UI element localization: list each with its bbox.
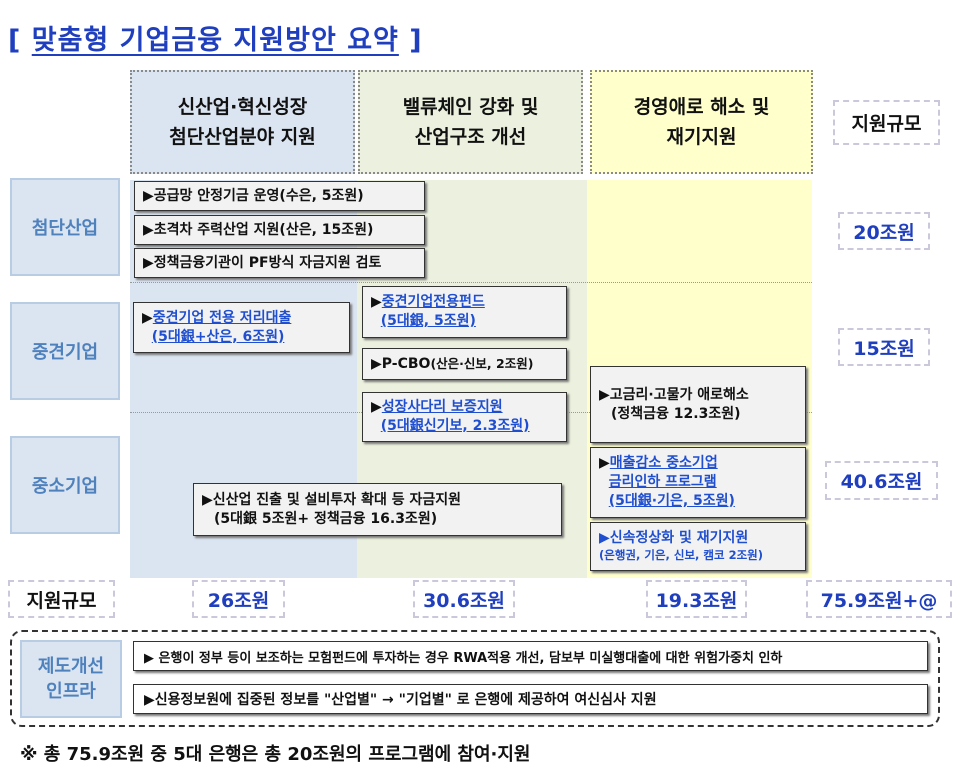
column-total-2: 30.6조원	[413, 580, 515, 618]
column-total-3: 19.3조원	[646, 580, 747, 618]
footnote: ※ 총 75.9조원 중 5대 은행은 총 20조원의 프로그램에 참여·지원	[20, 744, 531, 765]
program-link[interactable]: 성장사다리 보증지원	[381, 399, 503, 416]
title-text: 맞춤형 기업금융 지원방안 요약	[31, 25, 399, 56]
program-link[interactable]: (5대銀신기보, 2.3조원)	[380, 418, 530, 434]
program-box: ▶공급망 안정기금 운영(수은, 5조원)	[134, 181, 425, 211]
row-label-midsize: 중견기업	[10, 302, 120, 400]
program-box: ▶신속정상화 및 재기지원 (은행권, 기은, 신보, 캠코 2조원)	[590, 522, 806, 571]
bracket-open: [	[8, 25, 22, 56]
column-total-1: 26조원	[192, 580, 285, 618]
infra-item: ▶ 은행이 정부 등이 보조하는 모험펀드에 투자하는 경우 RWA적용 개선,…	[133, 641, 928, 671]
program-text: ▶신산업 진출 및 설비투자 확대 등 자금지원	[202, 491, 461, 508]
program-link[interactable]: 금리인하 프로그램	[608, 474, 717, 491]
row-label-advanced: 첨단산업	[10, 178, 120, 276]
program-box: ▶성장사다리 보증지원 (5대銀신기보, 2.3조원)	[362, 392, 567, 442]
bracket-close: ]	[409, 25, 423, 56]
row-label-sme: 중소기업	[10, 436, 120, 534]
program-link[interactable]: (5대銀+산은, 6조원)	[151, 328, 285, 345]
program-link[interactable]: 중견기업전용펀드	[381, 294, 485, 311]
program-link[interactable]: (5대銀·기은, 5조원)	[608, 492, 735, 509]
program-text: ▶P-CBO	[371, 355, 431, 372]
program-box: ▶매출감소 중소기업 금리인하 프로그램 (5대銀·기은, 5조원)	[590, 447, 806, 518]
row-total-advanced: 20조원	[838, 212, 930, 250]
page-title: [ 맞춤형 기업금융 지원방안 요약 ]	[8, 18, 423, 57]
program-link[interactable]: 중견기업 전용 저리대출	[152, 309, 292, 326]
program-box: ▶중견기업 전용 저리대출 (5대銀+산은, 6조원)	[133, 302, 350, 353]
program-box: ▶고금리·고물가 애로해소 (정책금융 12.3조원)	[590, 366, 806, 443]
infra-label: 제도개선 인프라	[20, 640, 122, 718]
column-header-1: 신산업·혁신성장 첨단산업분야 지원	[130, 70, 355, 174]
total-header: 지원규모	[833, 100, 940, 145]
infra-item: ▶신용정보원에 집중된 정보를 "산업별" → "기업별" 로 은행에 제공하여…	[133, 684, 928, 714]
program-box: ▶신산업 진출 및 설비투자 확대 등 자금지원 (5대銀 5조원+ 정책금융 1…	[193, 483, 562, 536]
program-box: ▶P-CBO(산은·신보, 2조원)	[362, 348, 567, 380]
program-text: ▶신속정상화 및 재기지원	[599, 530, 749, 547]
program-subtext: (산은·신보, 2조원)	[430, 355, 534, 371]
row-divider	[130, 282, 812, 283]
program-subtext: (은행권, 기은, 신보, 캠코 2조원)	[599, 548, 764, 563]
program-text: ▶고금리·고물가 애로해소	[599, 386, 749, 403]
row-total-midsize: 15조원	[838, 328, 930, 366]
program-link[interactable]: 매출감소 중소기업	[609, 455, 718, 472]
infra-section	[10, 630, 940, 727]
program-link[interactable]: (5대銀, 5조원)	[380, 313, 476, 329]
program-subtext: (5대銀 5조원+ 정책금융 16.3조원)	[214, 510, 438, 527]
program-box: ▶중견기업전용펀드 (5대銀, 5조원)	[362, 286, 567, 338]
column-header-3: 경영애로 해소 및 재기지원	[590, 70, 813, 174]
program-text: ▶공급망 안정기금 운영(수은, 5조원)	[143, 187, 364, 204]
program-subtext: (정책금융 12.3조원)	[611, 405, 741, 422]
program-box: ▶초격차 주력산업 지원(산은, 15조원)	[134, 215, 425, 245]
program-text: ▶정책금융기관이 PF방식 자금지원 검토	[143, 254, 382, 271]
column-header-2: 밸류체인 강화 및 산업구조 개선	[358, 70, 583, 174]
grand-total: 75.9조원+@	[806, 580, 952, 618]
program-text: ▶초격차 주력산업 지원(산은, 15조원)	[143, 221, 374, 238]
row-total-sme: 40.6조원	[825, 461, 938, 500]
bottom-total-label: 지원규모	[8, 580, 115, 618]
program-box: ▶정책금융기관이 PF방식 자금지원 검토	[134, 248, 425, 278]
